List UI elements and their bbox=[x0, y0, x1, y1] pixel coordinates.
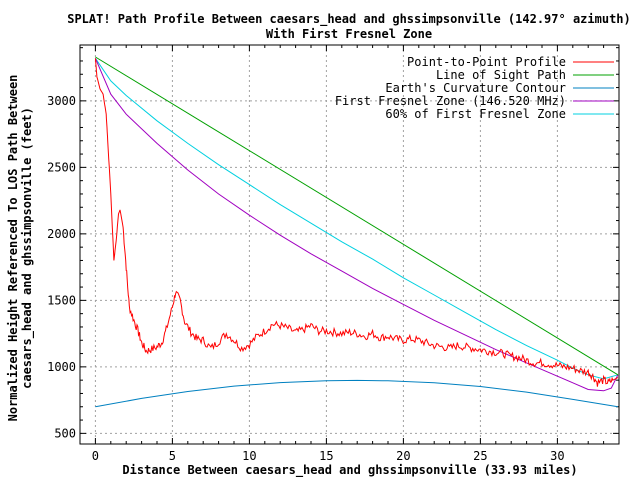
chart-subtitle: With First Fresnel Zone bbox=[266, 27, 432, 41]
x-axis-label: Distance Between caesars_head and ghssim… bbox=[122, 463, 577, 478]
y-axis-label: Normalized Height Referenced To LOS Path… bbox=[6, 75, 20, 422]
x-tick-label: 0 bbox=[92, 449, 99, 463]
y-tick-label: 2000 bbox=[47, 227, 76, 241]
y-axis-label-line2: caesars_head and ghssimpsonville (feet) bbox=[20, 107, 35, 389]
plot-frame bbox=[79, 44, 620, 445]
legend-label-point-to-point-profile: Point-to-Point Profile bbox=[407, 55, 566, 69]
legend-label-earth-s-curvature-contour: Earth's Curvature Contour bbox=[385, 81, 566, 95]
y-tick-label: 1000 bbox=[47, 360, 76, 374]
legend-label-60-of-first-fresnel-zone: 60% of First Fresnel Zone bbox=[385, 107, 566, 121]
x-tick-label: 30 bbox=[550, 449, 564, 463]
series-line-first-fresnel-zone-146-520-mhz bbox=[94, 58, 619, 392]
series-line-point-to-point-profile bbox=[94, 58, 619, 387]
x-tick-label: 15 bbox=[319, 449, 333, 463]
x-tick-label: 20 bbox=[396, 449, 410, 463]
legend-label-first-fresnel-zone-146-520-mhz: First Fresnel Zone (146.520 MHz) bbox=[335, 94, 566, 108]
series-line-line-of-sight-path bbox=[95, 56, 619, 376]
y-tick-label: 3000 bbox=[47, 94, 76, 108]
series-layer bbox=[94, 56, 619, 408]
legend-label-line-of-sight-path: Line of Sight Path bbox=[436, 68, 566, 82]
series-line-earth-s-curvature-contour bbox=[95, 379, 618, 408]
axes-layer: 0 5 10 15 20 25 30 500 1000 1500 2000 2500 3000 bbox=[47, 44, 620, 463]
x-tick-label: 10 bbox=[242, 449, 256, 463]
y-tick-label: 500 bbox=[54, 426, 76, 440]
grid-layer bbox=[80, 45, 619, 444]
y-tick-label: 2500 bbox=[47, 160, 76, 174]
chart-title: SPLAT! Path Profile Between caesars_head… bbox=[67, 12, 631, 27]
x-tick-label: 25 bbox=[473, 449, 487, 463]
x-tick-label: 5 bbox=[169, 449, 176, 463]
y-tick-label: 1500 bbox=[47, 293, 76, 307]
